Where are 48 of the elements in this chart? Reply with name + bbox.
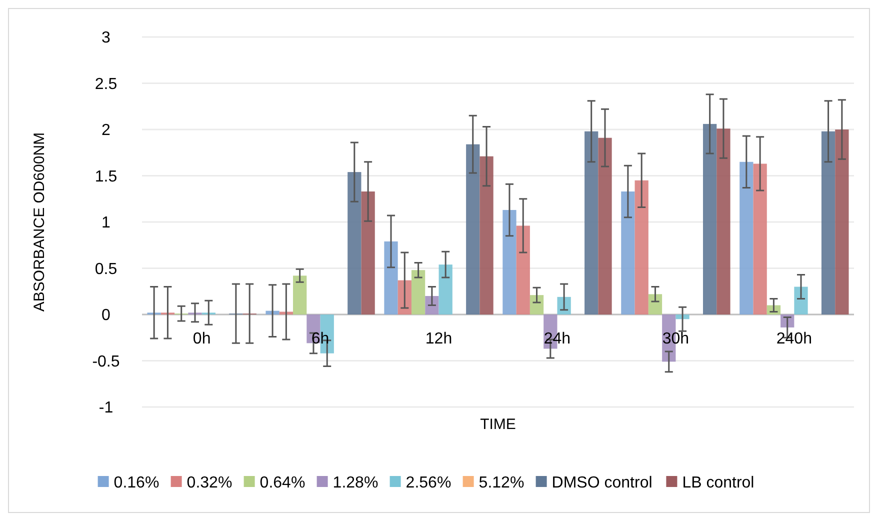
bar	[621, 191, 635, 314]
y-tick-label: -0.5	[92, 353, 120, 370]
bar	[584, 131, 598, 314]
bar	[516, 226, 530, 314]
bar	[648, 294, 662, 314]
x-tick-label: 24h	[544, 330, 571, 348]
y-tick-label: 1	[102, 214, 111, 232]
y-tick-label: 0	[102, 307, 111, 324]
bar	[740, 162, 754, 314]
bar	[835, 130, 849, 314]
x-axis-title: TIME	[480, 416, 516, 433]
bar	[502, 210, 516, 314]
legend-label: 2.56%	[406, 474, 452, 492]
bar	[598, 138, 612, 314]
y-tick-label: 2	[102, 122, 111, 140]
y-axis-title: ABSORBANCE OD600NM	[31, 132, 48, 312]
bar	[384, 241, 398, 314]
legend-label: 5.12%	[478, 474, 524, 492]
bar	[425, 296, 439, 314]
legend-label: DMSO control	[552, 474, 652, 492]
bar	[293, 276, 307, 314]
legend-label: 1.28%	[332, 474, 378, 492]
bar	[361, 191, 375, 314]
bar	[702, 124, 717, 314]
bar	[466, 144, 480, 314]
bar	[530, 295, 544, 314]
bar	[438, 264, 452, 314]
bar	[753, 164, 767, 314]
x-tick-label: 30h	[662, 330, 690, 348]
y-tick-label: -1	[98, 400, 114, 417]
legend-label: 0.32%	[186, 474, 232, 492]
y-tick-label: 0.5	[94, 260, 118, 278]
x-tick-label: 0h	[192, 330, 211, 348]
bar	[716, 128, 730, 314]
bar	[480, 156, 494, 314]
x-tick-label: 240h	[776, 330, 812, 348]
legend-label: 0.64%	[260, 474, 306, 492]
y-tick-label: 2.5	[94, 76, 118, 93]
y-tick-label: 3	[102, 30, 111, 47]
bar	[821, 131, 836, 314]
bar	[794, 286, 808, 314]
x-tick-label: 12h	[425, 330, 452, 348]
bar	[634, 180, 648, 314]
bar	[348, 172, 362, 314]
legend-label: LB control	[682, 474, 754, 492]
legend-label: 0.16%	[114, 474, 160, 492]
bar	[411, 270, 426, 314]
y-tick-label: 1.5	[94, 168, 118, 186]
